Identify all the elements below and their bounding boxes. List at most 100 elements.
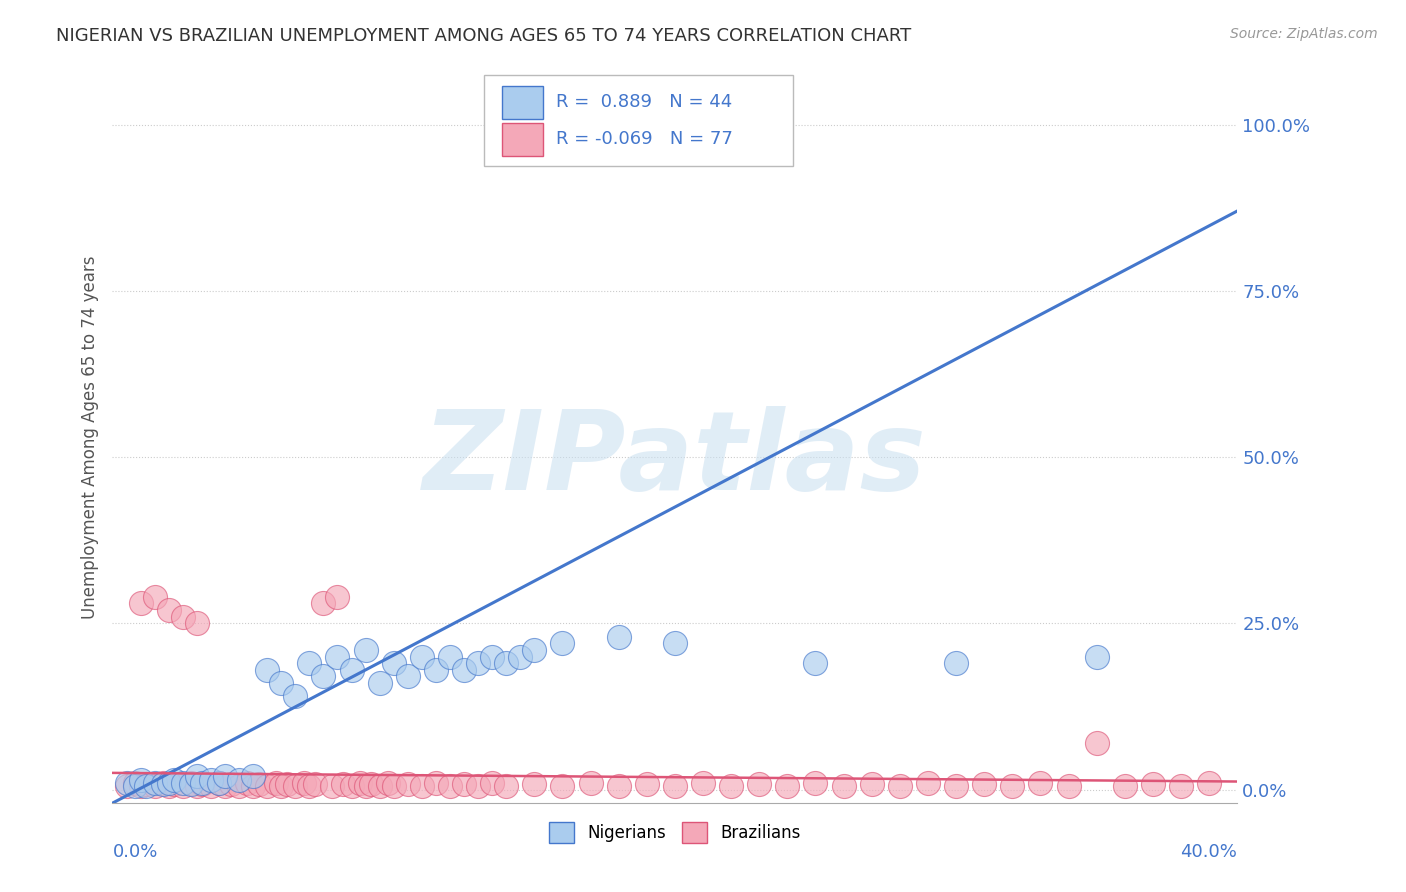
Point — [129, 596, 152, 610]
Text: Source: ZipAtlas.com: Source: ZipAtlas.com — [1230, 27, 1378, 41]
Point — [1001, 779, 1024, 793]
Point — [264, 776, 287, 790]
Point — [1114, 779, 1136, 793]
Point — [495, 779, 517, 793]
Point — [157, 779, 180, 793]
Point — [284, 690, 307, 704]
Point — [425, 776, 447, 790]
Point — [186, 616, 208, 631]
Point — [467, 656, 489, 670]
Point — [191, 777, 214, 791]
Point — [396, 669, 419, 683]
Point — [832, 779, 855, 793]
Point — [326, 590, 349, 604]
Point — [495, 656, 517, 670]
Point — [973, 777, 995, 791]
Text: NIGERIAN VS BRAZILIAN UNEMPLOYMENT AMONG AGES 65 TO 74 YEARS CORRELATION CHART: NIGERIAN VS BRAZILIAN UNEMPLOYMENT AMONG… — [56, 27, 911, 45]
Point — [1029, 776, 1052, 790]
Point — [115, 776, 138, 790]
Point — [396, 777, 419, 791]
FancyBboxPatch shape — [484, 75, 793, 167]
FancyBboxPatch shape — [502, 86, 543, 119]
Point — [860, 777, 883, 791]
Point — [1085, 736, 1108, 750]
Point — [349, 776, 371, 790]
Point — [157, 776, 180, 790]
Text: ZIPatlas: ZIPatlas — [423, 406, 927, 513]
Point — [152, 776, 174, 790]
Text: 40.0%: 40.0% — [1181, 843, 1237, 861]
Point — [523, 643, 546, 657]
Point — [664, 779, 686, 793]
Point — [186, 779, 208, 793]
Point — [256, 779, 278, 793]
Point — [425, 663, 447, 677]
Point — [200, 772, 222, 787]
Point — [340, 663, 363, 677]
Point — [135, 777, 157, 791]
Point — [242, 779, 264, 793]
Point — [298, 779, 321, 793]
Point — [143, 590, 166, 604]
Point — [664, 636, 686, 650]
Point — [804, 656, 827, 670]
Point — [312, 596, 335, 610]
Point — [304, 777, 326, 791]
Point — [509, 649, 531, 664]
Point — [312, 669, 335, 683]
Point — [143, 776, 166, 790]
Text: R =  0.889   N = 44: R = 0.889 N = 44 — [555, 94, 733, 112]
Point — [135, 779, 157, 793]
Point — [163, 772, 186, 787]
Point — [321, 779, 343, 793]
Point — [242, 769, 264, 783]
Point — [481, 776, 503, 790]
Point — [292, 776, 315, 790]
Point — [163, 777, 186, 791]
Point — [453, 777, 475, 791]
Point — [247, 777, 270, 791]
Point — [579, 776, 602, 790]
Point — [180, 776, 202, 790]
Point — [917, 776, 939, 790]
Point — [276, 777, 298, 791]
Y-axis label: Unemployment Among Ages 65 to 74 years: Unemployment Among Ages 65 to 74 years — [80, 255, 98, 619]
Point — [172, 779, 194, 793]
Point — [1142, 777, 1164, 791]
Point — [340, 779, 363, 793]
Point — [354, 779, 377, 793]
Point — [360, 777, 382, 791]
Point — [551, 636, 574, 650]
Point — [284, 779, 307, 793]
Point — [1085, 649, 1108, 664]
Point — [889, 779, 911, 793]
Point — [382, 656, 405, 670]
Point — [720, 779, 742, 793]
Point — [228, 779, 250, 793]
Point — [124, 776, 146, 790]
Point — [298, 656, 321, 670]
Point — [200, 779, 222, 793]
Point — [124, 779, 146, 793]
Point — [172, 609, 194, 624]
Point — [208, 776, 231, 790]
Point — [228, 772, 250, 787]
Point — [180, 777, 202, 791]
Point — [354, 643, 377, 657]
Point — [115, 779, 138, 793]
Point — [551, 779, 574, 793]
Point — [411, 649, 433, 664]
Point — [481, 649, 503, 664]
Point — [945, 779, 967, 793]
Point — [270, 779, 292, 793]
Point — [382, 779, 405, 793]
Text: R = -0.069   N = 77: R = -0.069 N = 77 — [555, 130, 733, 148]
Point — [326, 649, 349, 664]
Point — [157, 603, 180, 617]
Point — [129, 772, 152, 787]
Point — [270, 676, 292, 690]
Point — [523, 777, 546, 791]
Point — [453, 663, 475, 677]
Point — [692, 776, 714, 790]
Point — [1170, 779, 1192, 793]
